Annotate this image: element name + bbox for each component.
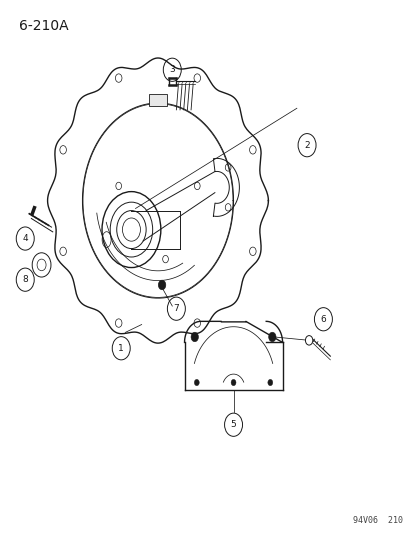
Circle shape bbox=[305, 336, 312, 345]
Text: 2: 2 bbox=[304, 141, 309, 150]
Circle shape bbox=[267, 379, 272, 386]
Circle shape bbox=[230, 379, 235, 386]
Circle shape bbox=[194, 379, 199, 386]
Text: 6-210A: 6-210A bbox=[19, 19, 69, 33]
Text: 1: 1 bbox=[118, 344, 124, 353]
Text: 7: 7 bbox=[173, 304, 179, 313]
Circle shape bbox=[158, 280, 165, 290]
Text: 94V06  210: 94V06 210 bbox=[352, 516, 402, 525]
Circle shape bbox=[268, 332, 275, 342]
Text: 3: 3 bbox=[169, 65, 175, 74]
FancyBboxPatch shape bbox=[149, 94, 166, 106]
Text: 8: 8 bbox=[22, 275, 28, 284]
Text: 4: 4 bbox=[22, 234, 28, 243]
Text: 6: 6 bbox=[320, 315, 325, 324]
Text: 5: 5 bbox=[230, 420, 236, 429]
Circle shape bbox=[191, 332, 198, 342]
